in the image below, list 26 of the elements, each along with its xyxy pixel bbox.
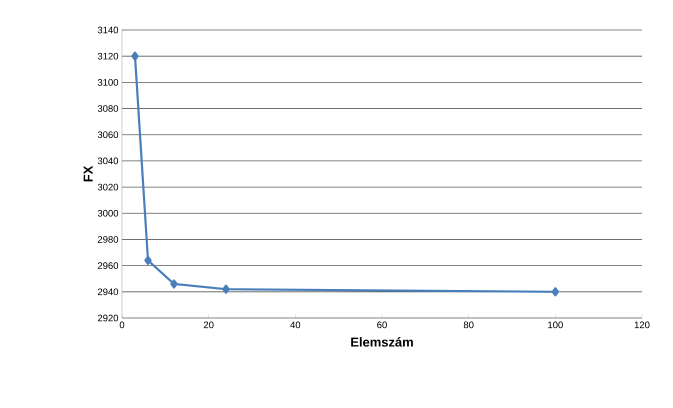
y-tick-label: 3000 (98, 210, 118, 217)
point (222, 284, 230, 294)
y-tick-label: 3080 (98, 105, 118, 112)
x-tick-label: 120 (634, 322, 650, 328)
y-tick-label: 3020 (98, 184, 118, 190)
point (170, 279, 178, 289)
y-tick-label: 2960 (98, 262, 118, 269)
point (131, 52, 139, 61)
y-tick-label: 2980 (98, 236, 118, 243)
x-tick-label: 40 (290, 322, 300, 328)
y-tick-label: 3060 (98, 131, 118, 138)
y-tick-label: 3040 (98, 158, 118, 164)
x-tick-label: 100 (548, 322, 563, 328)
y-axis-title: FX (84, 166, 93, 182)
y-tick-label: 2940 (98, 288, 118, 296)
x-tick-label: 20 (204, 322, 214, 328)
y-tick-label: 3140 (98, 26, 118, 34)
point (552, 287, 560, 296)
x-axis-title: Elemszám (351, 337, 413, 347)
y-tick-label: 2920 (98, 314, 118, 322)
y-tick-label: 3120 (98, 52, 118, 60)
x-tick-label: 60 (377, 322, 387, 328)
point (144, 256, 152, 265)
y-tick-label: 3100 (98, 79, 118, 86)
x-tick-label: 80 (464, 322, 474, 328)
x-tick-label: 0 (120, 322, 124, 328)
